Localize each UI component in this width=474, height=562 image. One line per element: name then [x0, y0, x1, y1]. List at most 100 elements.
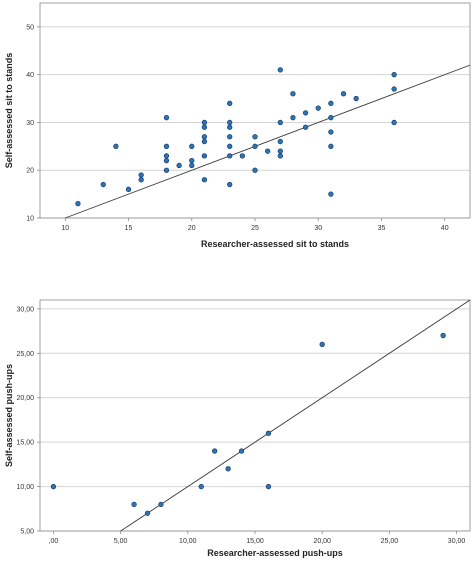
data-point — [252, 167, 258, 173]
data-point — [212, 448, 218, 454]
data-point — [319, 341, 325, 348]
data-point — [201, 119, 208, 126]
data-point — [391, 119, 397, 126]
y-tick-label: 15,00 — [16, 440, 34, 447]
data-point — [225, 466, 231, 472]
data-point — [277, 67, 283, 73]
data-point — [277, 148, 283, 154]
data-point — [264, 148, 271, 154]
data-point — [227, 124, 233, 130]
x-tick-label: 30,00 — [448, 538, 466, 545]
x-tick-label: 40 — [441, 225, 449, 232]
data-point — [353, 95, 359, 102]
x-tick-label: 15 — [125, 225, 133, 232]
x-tick-label: 20,00 — [313, 538, 331, 545]
x-tick-label: 35 — [378, 225, 386, 232]
data-point — [290, 115, 296, 121]
data-point — [277, 153, 283, 159]
y-tick-label: 5,00 — [20, 529, 34, 536]
data-point — [440, 332, 446, 339]
data-point — [328, 191, 334, 197]
data-point — [227, 143, 233, 149]
x-tick-label: 10,00 — [179, 538, 197, 545]
data-point — [163, 115, 170, 121]
data-point — [50, 483, 57, 490]
data-point — [144, 510, 151, 516]
data-point — [198, 483, 204, 490]
data-point — [158, 501, 164, 507]
data-point — [265, 483, 272, 490]
data-point — [252, 134, 258, 140]
y-axis-title: Self-assessed sit to stands — [4, 53, 14, 169]
data-point — [201, 138, 208, 145]
data-point — [391, 86, 397, 92]
plot-frame — [39, 299, 471, 532]
x-tick-label: 30 — [314, 225, 322, 232]
y-tick-label: 40 — [26, 72, 34, 79]
y-tick-label: 30 — [26, 120, 34, 127]
data-point — [227, 181, 233, 188]
data-point — [201, 124, 208, 130]
data-point — [290, 91, 296, 97]
data-point — [328, 129, 334, 135]
data-point — [138, 172, 144, 178]
data-point — [227, 153, 233, 159]
data-point — [138, 177, 144, 183]
data-point — [201, 177, 208, 183]
x-tick-label: 25,00 — [381, 538, 399, 545]
data-point — [265, 430, 272, 436]
data-point — [189, 158, 195, 164]
y-axis-title: Self-assessed push-ups — [4, 364, 14, 467]
data-point — [328, 143, 334, 149]
data-point — [201, 153, 208, 159]
x-tick-label: 10 — [61, 225, 69, 232]
data-point — [302, 124, 309, 130]
y-tick-label: 20,00 — [16, 395, 34, 402]
sit-to-stands-scatter-chart: 10 15 20 25 30 35 40 10 20 30 40 50 Researcher-asses… — [4, 2, 471, 249]
data-point — [125, 186, 132, 192]
data-point — [100, 181, 106, 188]
x-axis-title: Researcher-assessed sit to stands — [201, 239, 349, 249]
data-point — [227, 100, 233, 106]
push-ups-scatter-chart: ,00 5,00 10,00 15,00 20,00 25,00 30,00 5,00 10,0… — [4, 299, 471, 558]
data-point — [328, 100, 334, 106]
y-tick-label: 10,00 — [16, 484, 34, 491]
data-point — [340, 91, 347, 97]
y-tick-label: 25,00 — [16, 351, 34, 358]
reference-line — [120, 299, 471, 532]
data-point — [189, 143, 195, 149]
data-point — [227, 134, 233, 140]
x-axis-title: Researcher-assessed push-ups — [207, 548, 343, 558]
y-tick-label: 10 — [26, 216, 34, 223]
data-point — [227, 119, 233, 126]
x-tick-label: ,00 — [49, 538, 59, 545]
data-point — [189, 162, 195, 169]
data-point — [113, 143, 119, 149]
data-point — [315, 105, 321, 111]
x-tick-label: 25 — [251, 225, 259, 232]
x-tick-label: 20 — [188, 225, 196, 232]
data-point — [176, 162, 182, 169]
y-tick-label: 20 — [26, 168, 34, 175]
data-point — [163, 158, 170, 164]
data-point — [163, 167, 170, 173]
data-point — [163, 143, 170, 149]
data-point — [277, 119, 283, 126]
x-tick-label: 5,00 — [114, 538, 128, 545]
data-point — [391, 72, 397, 78]
y-tick-label: 50 — [26, 24, 34, 31]
data-point — [201, 134, 208, 140]
data-point — [302, 110, 309, 116]
data-point — [328, 115, 334, 121]
data-point — [252, 143, 258, 149]
data-point — [238, 448, 245, 454]
data-point — [239, 153, 246, 159]
data-point — [131, 501, 137, 507]
y-tick-label: 30,00 — [16, 306, 34, 313]
x-tick-label: 15,00 — [246, 538, 264, 545]
reference-line — [65, 64, 471, 219]
data-point — [163, 153, 170, 159]
data-point — [75, 201, 81, 207]
data-point — [277, 138, 283, 145]
